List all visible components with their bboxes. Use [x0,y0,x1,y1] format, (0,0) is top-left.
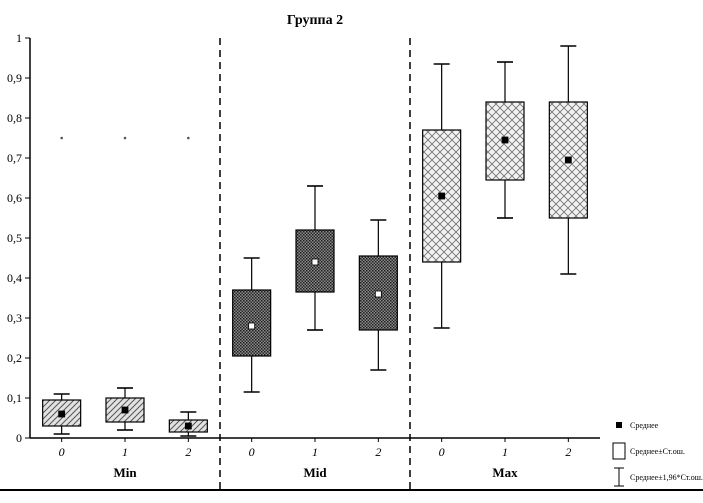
outlier-point [123,136,127,140]
y-tick-label: 0,1 [7,391,22,405]
y-tick-label: 0,8 [7,111,22,125]
mean-marker [58,410,66,418]
x-category-label: 0 [249,445,255,459]
mean-marker [438,192,446,200]
x-category-label: 2 [185,445,191,459]
x-category-label: 1 [122,445,128,459]
y-tick-label: 0,7 [7,151,22,165]
plot-area: 0 0,1 0,2 0,3 0,4 0,5 0,6 0,7 0,8 0,9 1 Min 0 1 2 Mid 0 1… [0,31,703,491]
y-tick-label: 0,3 [7,311,22,325]
y-tick-label: 0,9 [7,71,22,85]
group-label: Max [492,465,518,480]
legend-mean-symbol [616,422,622,428]
legend-box-symbol [612,442,626,460]
y-tick-label: 0,4 [7,271,22,285]
legend-label: Среднее [630,421,659,430]
group-label: Min [113,465,137,480]
x-category-label: 2 [375,445,381,459]
mean-marker [121,406,129,414]
x-category-label: 2 [565,445,571,459]
y-tick-label: 0 [16,431,22,445]
mean-marker [374,290,382,298]
x-category-label: 1 [312,445,318,459]
x-category-label: 0 [59,445,65,459]
y-tick-label: 0,5 [7,231,22,245]
x-category-label: 0 [439,445,445,459]
mean-marker [184,422,192,430]
mean-marker [501,136,509,144]
x-category-label: 1 [502,445,508,459]
outlier-point [60,136,63,140]
mean-marker [248,322,256,330]
legend-label: Среднее±Ст.ош. [630,447,685,456]
y-tick-label: 0,2 [7,351,22,365]
y-tick-label: 0,6 [7,191,22,205]
group-label: Mid [303,465,327,480]
mean-marker [564,156,572,164]
mean-marker [311,258,319,266]
chart-title: Группа 2 [287,13,343,28]
outlier-point [187,136,190,140]
y-tick-label: 1 [16,31,22,45]
legend-label: Среднее±1,96*Ст.ош. [630,473,703,482]
